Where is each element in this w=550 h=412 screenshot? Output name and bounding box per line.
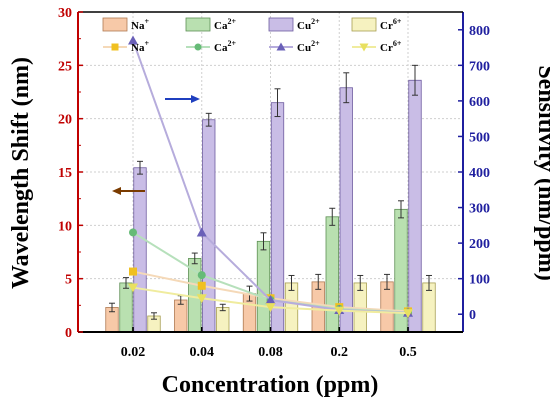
legend-bar-label-sup: 6+ <box>393 17 402 26</box>
arrow-left-head <box>112 187 121 195</box>
legend-line-marker <box>359 43 369 52</box>
y2-tick-label: 800 <box>469 24 490 39</box>
legend-line-label-text: Na <box>131 42 145 54</box>
y2-tick-label: 300 <box>469 202 490 217</box>
bar-cu-0 <box>133 167 147 333</box>
y-tick-label: 25 <box>58 59 72 74</box>
y2-tick-label: 100 <box>469 273 490 288</box>
bar-cu-4 <box>408 79 422 333</box>
y-tick-label: 10 <box>58 219 72 234</box>
y-tick-label: 30 <box>58 6 72 21</box>
lines-layer <box>128 35 413 319</box>
legend-bar-label-text: Cu <box>297 20 311 32</box>
point-cr-1 <box>196 294 207 304</box>
legend-bar-label: Cr6+ <box>380 17 402 32</box>
legend-bar-label-sup: 2+ <box>311 17 320 26</box>
x-tick-label: 0.2 <box>331 345 349 360</box>
y-tick-label: 5 <box>65 273 72 288</box>
legend-bar-label-sup: 2+ <box>227 17 236 26</box>
bar-ca-0 <box>119 282 133 333</box>
legend-line-marker <box>276 42 286 51</box>
legend-bar-label: Ca2+ <box>214 17 236 32</box>
x-tick-label: 0.5 <box>399 345 417 360</box>
legend-bar-swatch <box>268 17 294 32</box>
point-cr-3 <box>334 306 345 316</box>
y2-tick-label: 400 <box>469 166 490 181</box>
legend-line-label-sup: + <box>144 39 149 48</box>
y-tick-label: 15 <box>58 166 72 181</box>
y2-axis-title: Sensitivity (nm/ppm) <box>533 65 550 280</box>
y-tick-label: 20 <box>58 113 72 128</box>
legend-bar-label: Na+ <box>131 17 149 32</box>
point-cr-2 <box>265 303 276 313</box>
x-tick-label: 0.02 <box>121 345 146 360</box>
legend-bar-swatch <box>185 17 211 32</box>
point-cu-2 <box>265 295 276 304</box>
bar-cu-3 <box>339 87 353 333</box>
legend-bar-swatch <box>102 17 128 32</box>
legend-bar-label-text: Cr <box>380 20 393 32</box>
x-tick-label: 0.08 <box>258 345 283 360</box>
legend-line-label-text: Cu <box>297 42 311 54</box>
legend-bar-label-text: Ca <box>214 20 228 32</box>
legend-line-label-text: Cr <box>380 42 393 54</box>
point-ca-1 <box>197 271 206 280</box>
x-tick-label: 0.04 <box>190 345 215 360</box>
axes-layer: 05101520253001002003004005006007008000.0… <box>58 6 490 360</box>
x-axis-title: Concentration (ppm) <box>162 372 379 398</box>
y2-tick-label: 200 <box>469 237 490 252</box>
legend-line-marker <box>111 43 119 51</box>
legend-bar-swatch <box>351 17 377 32</box>
legend-line-label-text: Ca <box>214 42 228 54</box>
legend-line-label-sup: 2+ <box>311 39 320 48</box>
point-cr-0 <box>128 283 138 293</box>
bar-ca-3 <box>325 216 339 333</box>
legend-bar-label: Cu2+ <box>297 17 320 32</box>
y-tick-label: 0 <box>65 326 72 341</box>
bar-na-1 <box>174 299 188 333</box>
y2-tick-label: 500 <box>469 130 490 145</box>
legend-line-label: Ca2+ <box>214 39 236 54</box>
legend-line-label-sup: 2+ <box>227 39 236 48</box>
legend-line-label: Cu2+ <box>297 39 320 54</box>
point-ca-0 <box>129 228 137 237</box>
legend-bar-label-sup: + <box>144 17 149 26</box>
y2-tick-label: 600 <box>469 95 490 110</box>
legend-line-label: Cr6+ <box>380 39 402 54</box>
legend-line-marker <box>194 43 202 51</box>
legend-bar-label-text: Na <box>131 20 145 32</box>
legend-layer: Na+ Ca2+ Cu2+ Cr6+Na+ Ca2+ Cu2+ Cr6+ <box>102 17 402 54</box>
y2-tick-label: 0 <box>469 308 476 323</box>
bar-ca-2 <box>256 240 271 333</box>
point-cu-0 <box>128 35 138 45</box>
legend-line-label-sup: 6+ <box>393 39 402 48</box>
legend-line-label: Na+ <box>131 39 149 54</box>
y-axis-title: Wavelength Shift (nm) <box>8 57 34 289</box>
arrows-layer <box>112 95 200 195</box>
point-cr-4 <box>403 309 413 319</box>
point-cu-1 <box>196 227 207 237</box>
arrow-right-head <box>191 95 200 103</box>
y2-tick-label: 700 <box>469 59 490 74</box>
point-na-0 <box>129 267 137 276</box>
point-na-1 <box>197 281 206 290</box>
